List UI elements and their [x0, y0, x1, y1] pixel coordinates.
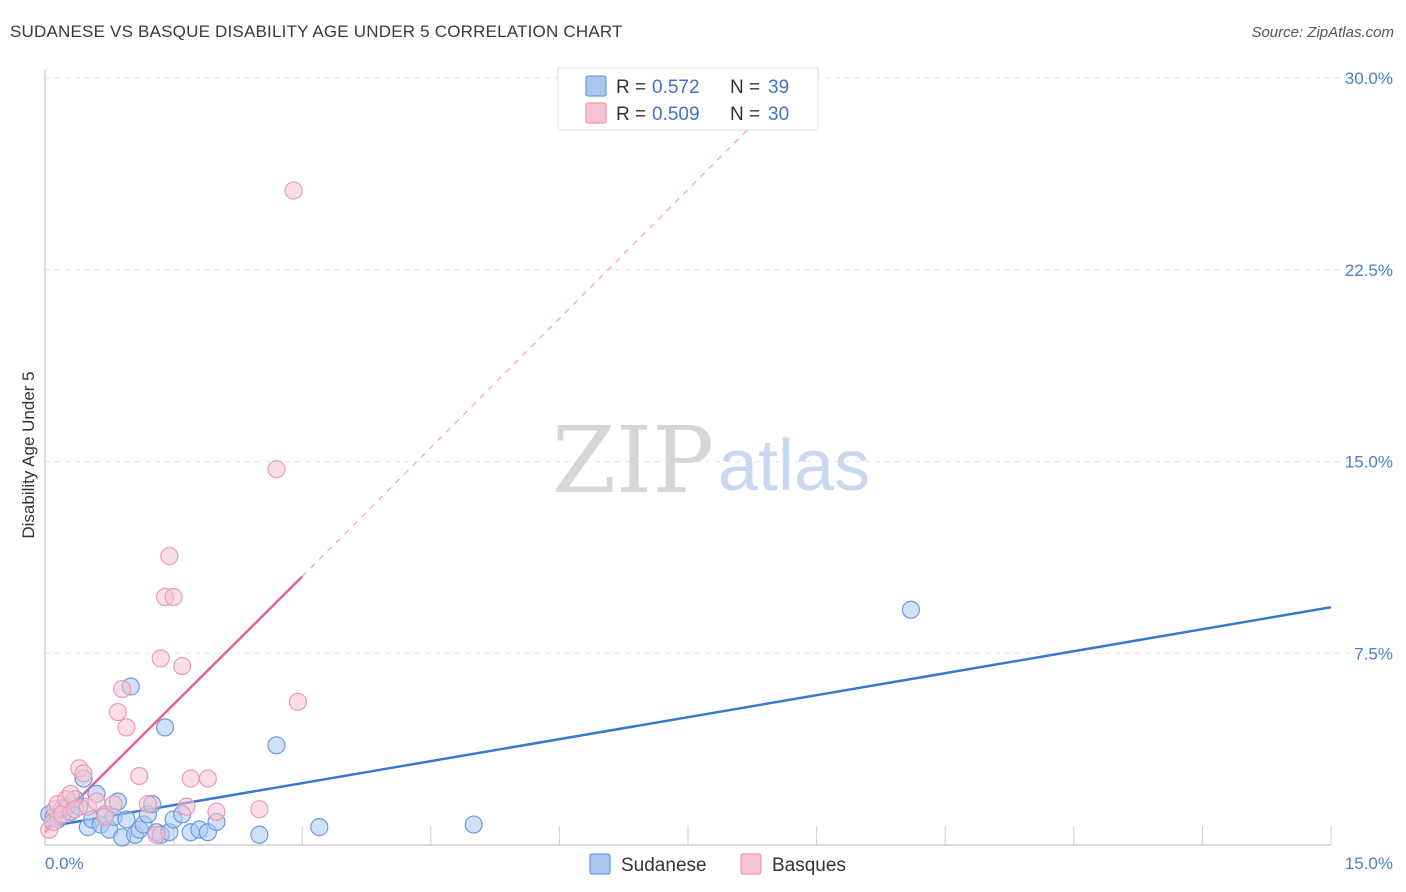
sudanese-point [901, 600, 921, 619]
sudanese-trend-line [44, 605, 1332, 829]
sudanese-point [155, 718, 175, 737]
basques-point [160, 546, 179, 566]
legend-swatch-basques [585, 102, 607, 124]
series-legend: Sudanese Basques [589, 853, 846, 876]
source-label: Source: ZipAtlas.com [1251, 24, 1394, 41]
chart-title: SUDANESE VS BASQUE DISABILITY AGE UNDER … [10, 22, 623, 41]
legend-n-label: N = [730, 77, 760, 98]
basques-point [288, 692, 308, 711]
basques-trend-extension [301, 103, 775, 578]
trend-lines [44, 103, 1332, 834]
basques-point [104, 794, 123, 814]
basques-point [177, 797, 196, 816]
x-tick-labels: 0.0% 15.0% [45, 854, 1393, 873]
legend-r-label: R = [616, 104, 646, 125]
basques-point [164, 587, 183, 607]
basques-point [181, 769, 200, 788]
axes [44, 69, 1331, 846]
basques-point [61, 784, 80, 803]
y-tick-labels: 7.5% 15.0% 22.5% 30.0% [1345, 69, 1393, 663]
y-axis-label: Disability Age Under 5 [19, 371, 38, 538]
x-tick-label: 0.0% [45, 854, 84, 873]
sudanese-point [310, 818, 329, 837]
basques-point [207, 802, 226, 821]
basques-point [138, 794, 157, 814]
basques-point [147, 825, 166, 844]
basques-point [250, 800, 269, 819]
data-points [40, 181, 921, 847]
sudanese-point [250, 825, 269, 844]
legend-n-value-sudanese: 39 [768, 77, 789, 98]
watermark-zip: ZIP [552, 407, 714, 514]
legend-n-value-basques: 30 [768, 104, 789, 125]
sudanese-point [117, 810, 136, 829]
basques-point [95, 807, 115, 826]
legend-r-value-sudanese: 0.572 [652, 77, 700, 98]
bottom-legend-label-sudanese: Sudanese [621, 855, 707, 876]
basques-point [117, 718, 136, 737]
basques-point [198, 769, 217, 788]
basques-point [87, 792, 106, 811]
watermark-atlas: atlas [718, 426, 870, 506]
y-tick-label: 15.0% [1345, 453, 1393, 472]
basques-point [74, 764, 93, 783]
legend-r-label: R = [616, 77, 646, 98]
basques-point [173, 656, 192, 676]
legend-n-label: N = [730, 104, 760, 125]
y-tick-label: 7.5% [1354, 644, 1393, 663]
basques-point [284, 181, 303, 200]
x-tick-label: 15.0% [1345, 854, 1393, 873]
basques-trend-line [44, 575, 304, 834]
bottom-legend-label-basques: Basques [772, 855, 846, 876]
y-tick-label: 22.5% [1345, 261, 1393, 280]
basques-point [113, 679, 132, 699]
sudanese-point [267, 736, 286, 755]
grid [45, 77, 1390, 845]
watermark: ZIP atlas [552, 407, 870, 514]
sudanese-point [464, 815, 483, 834]
basques-point [130, 766, 149, 786]
bottom-legend-swatch-sudanese [589, 853, 611, 875]
basques-point [267, 460, 286, 479]
basques-point [108, 702, 127, 722]
legend-r-value-basques: 0.509 [652, 104, 700, 125]
bottom-legend-swatch-basques [740, 853, 762, 875]
correlation-legend: R = 0.572 N = 39 R = 0.509 N = 30 [557, 67, 819, 131]
legend-swatch-sudanese [585, 75, 607, 97]
basques-point [151, 649, 170, 668]
y-tick-label: 30.0% [1345, 69, 1393, 88]
